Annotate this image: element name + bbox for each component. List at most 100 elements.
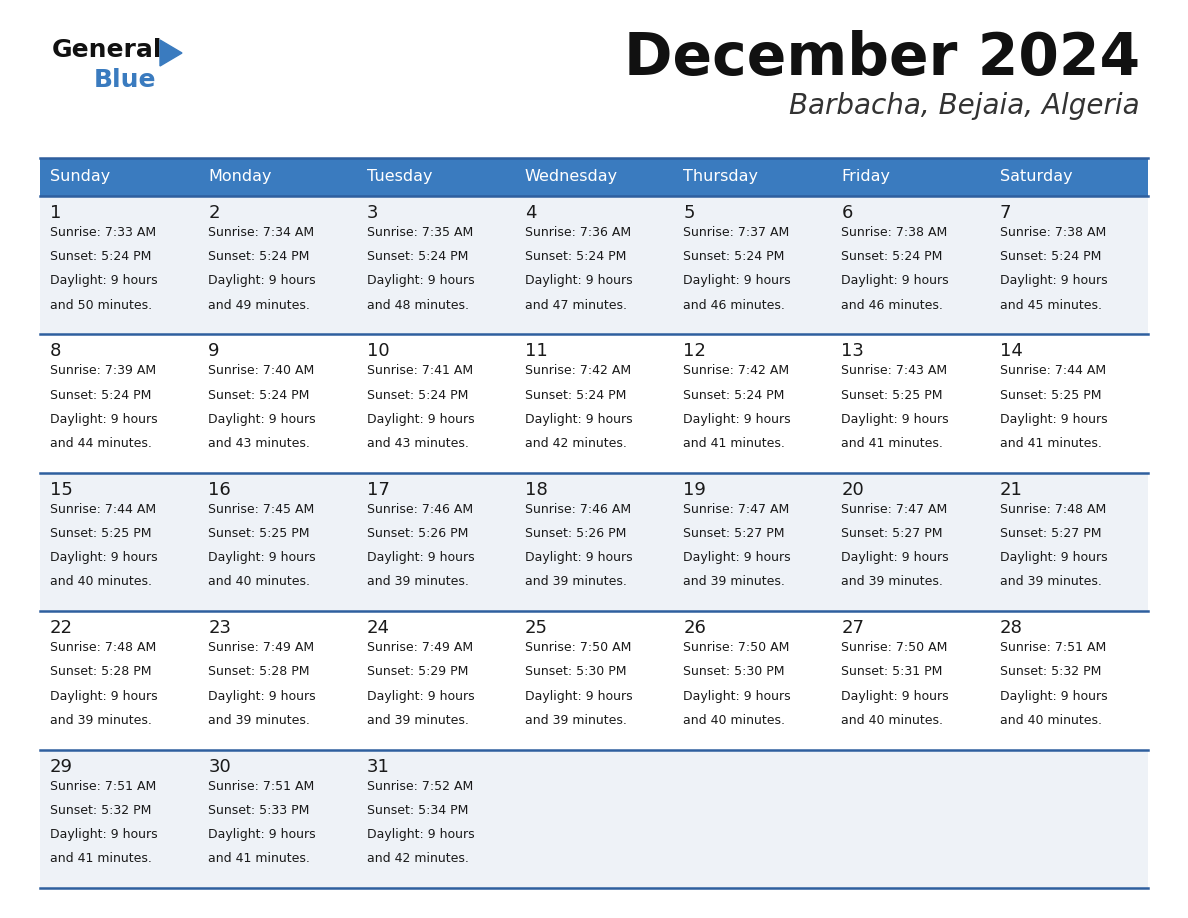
Text: 28: 28 [1000, 620, 1023, 637]
Bar [198, 158, 356, 196]
Text: Sunrise: 7:45 AM: Sunrise: 7:45 AM [208, 503, 315, 516]
Text: Daylight: 9 hours: Daylight: 9 hours [367, 274, 474, 287]
Text: 2: 2 [208, 204, 220, 222]
Text: and 42 minutes.: and 42 minutes. [525, 437, 627, 450]
Text: Blue: Blue [94, 68, 157, 92]
Text: and 41 minutes.: and 41 minutes. [683, 437, 785, 450]
Text: and 39 minutes.: and 39 minutes. [841, 576, 943, 588]
Text: 21: 21 [1000, 481, 1023, 498]
Text: and 39 minutes.: and 39 minutes. [525, 714, 627, 727]
Text: Sunrise: 7:35 AM: Sunrise: 7:35 AM [367, 226, 473, 239]
Text: Daylight: 9 hours: Daylight: 9 hours [50, 413, 158, 426]
Text: Sunset: 5:24 PM: Sunset: 5:24 PM [683, 388, 784, 401]
Text: Sunset: 5:27 PM: Sunset: 5:27 PM [1000, 527, 1101, 540]
Text: 31: 31 [367, 757, 390, 776]
Text: 6: 6 [841, 204, 853, 222]
Text: Sunrise: 7:51 AM: Sunrise: 7:51 AM [1000, 641, 1106, 655]
Text: and 46 minutes.: and 46 minutes. [841, 298, 943, 311]
Bar [40, 334, 1148, 473]
Text: 12: 12 [683, 342, 706, 361]
Text: Wednesday: Wednesday [525, 170, 618, 185]
Text: 9: 9 [208, 342, 220, 361]
Text: Daylight: 9 hours: Daylight: 9 hours [1000, 689, 1107, 702]
Text: Sunrise: 7:50 AM: Sunrise: 7:50 AM [525, 641, 631, 655]
Text: Daylight: 9 hours: Daylight: 9 hours [50, 828, 158, 841]
Text: 10: 10 [367, 342, 390, 361]
Text: Sunrise: 7:43 AM: Sunrise: 7:43 AM [841, 364, 948, 377]
Text: Daylight: 9 hours: Daylight: 9 hours [367, 551, 474, 565]
Text: Sunset: 5:24 PM: Sunset: 5:24 PM [50, 388, 151, 401]
Text: Sunset: 5:33 PM: Sunset: 5:33 PM [208, 804, 310, 817]
Text: Sunrise: 7:40 AM: Sunrise: 7:40 AM [208, 364, 315, 377]
Text: Sunrise: 7:48 AM: Sunrise: 7:48 AM [1000, 503, 1106, 516]
Text: Monday: Monday [208, 170, 272, 185]
Text: Daylight: 9 hours: Daylight: 9 hours [683, 689, 791, 702]
Text: Sunset: 5:24 PM: Sunset: 5:24 PM [683, 251, 784, 263]
Text: 20: 20 [841, 481, 864, 498]
Text: and 39 minutes.: and 39 minutes. [683, 576, 785, 588]
Polygon shape [160, 40, 182, 66]
Text: Sunset: 5:28 PM: Sunset: 5:28 PM [50, 666, 152, 678]
Bar [832, 158, 990, 196]
Text: Sunrise: 7:44 AM: Sunrise: 7:44 AM [1000, 364, 1106, 377]
Text: Sunset: 5:25 PM: Sunset: 5:25 PM [1000, 388, 1101, 401]
Text: and 40 minutes.: and 40 minutes. [50, 576, 152, 588]
Text: Sunset: 5:27 PM: Sunset: 5:27 PM [683, 527, 784, 540]
Text: Sunset: 5:30 PM: Sunset: 5:30 PM [683, 666, 784, 678]
Text: Daylight: 9 hours: Daylight: 9 hours [208, 828, 316, 841]
Text: 24: 24 [367, 620, 390, 637]
Text: Daylight: 9 hours: Daylight: 9 hours [208, 413, 316, 426]
Text: Sunrise: 7:44 AM: Sunrise: 7:44 AM [50, 503, 156, 516]
Text: and 43 minutes.: and 43 minutes. [367, 437, 468, 450]
Bar [514, 158, 674, 196]
Text: Sunrise: 7:47 AM: Sunrise: 7:47 AM [683, 503, 789, 516]
Text: and 46 minutes.: and 46 minutes. [683, 298, 785, 311]
Text: 8: 8 [50, 342, 62, 361]
Text: and 41 minutes.: and 41 minutes. [208, 852, 310, 866]
Bar [40, 196, 1148, 334]
Text: and 48 minutes.: and 48 minutes. [367, 298, 468, 311]
Text: 25: 25 [525, 620, 548, 637]
Text: 16: 16 [208, 481, 230, 498]
Text: and 39 minutes.: and 39 minutes. [367, 576, 468, 588]
Text: Daylight: 9 hours: Daylight: 9 hours [683, 274, 791, 287]
Text: and 44 minutes.: and 44 minutes. [50, 437, 152, 450]
Text: Sunrise: 7:50 AM: Sunrise: 7:50 AM [683, 641, 790, 655]
Text: Sunrise: 7:47 AM: Sunrise: 7:47 AM [841, 503, 948, 516]
Text: Sunrise: 7:49 AM: Sunrise: 7:49 AM [208, 641, 315, 655]
Text: Sunday: Sunday [50, 170, 110, 185]
Text: Sunrise: 7:49 AM: Sunrise: 7:49 AM [367, 641, 473, 655]
Text: Tuesday: Tuesday [367, 170, 432, 185]
Text: Sunrise: 7:52 AM: Sunrise: 7:52 AM [367, 779, 473, 792]
Text: Thursday: Thursday [683, 170, 758, 185]
Text: Saturday: Saturday [1000, 170, 1073, 185]
Text: and 39 minutes.: and 39 minutes. [1000, 576, 1101, 588]
Text: Daylight: 9 hours: Daylight: 9 hours [841, 689, 949, 702]
Text: Sunrise: 7:46 AM: Sunrise: 7:46 AM [525, 503, 631, 516]
Text: Daylight: 9 hours: Daylight: 9 hours [841, 551, 949, 565]
Text: Daylight: 9 hours: Daylight: 9 hours [841, 413, 949, 426]
Text: Sunset: 5:32 PM: Sunset: 5:32 PM [50, 804, 151, 817]
Text: and 49 minutes.: and 49 minutes. [208, 298, 310, 311]
Text: and 45 minutes.: and 45 minutes. [1000, 298, 1101, 311]
Text: Sunrise: 7:38 AM: Sunrise: 7:38 AM [841, 226, 948, 239]
Bar [40, 158, 198, 196]
Text: Sunset: 5:30 PM: Sunset: 5:30 PM [525, 666, 626, 678]
Text: Daylight: 9 hours: Daylight: 9 hours [1000, 551, 1107, 565]
Text: 5: 5 [683, 204, 695, 222]
Text: Daylight: 9 hours: Daylight: 9 hours [683, 413, 791, 426]
Text: Sunset: 5:24 PM: Sunset: 5:24 PM [367, 251, 468, 263]
Text: Daylight: 9 hours: Daylight: 9 hours [1000, 413, 1107, 426]
Text: Daylight: 9 hours: Daylight: 9 hours [525, 274, 632, 287]
Text: Sunset: 5:26 PM: Sunset: 5:26 PM [525, 527, 626, 540]
Text: 23: 23 [208, 620, 232, 637]
Text: Daylight: 9 hours: Daylight: 9 hours [525, 413, 632, 426]
Text: and 41 minutes.: and 41 minutes. [1000, 437, 1101, 450]
Text: and 39 minutes.: and 39 minutes. [50, 714, 152, 727]
Text: Sunrise: 7:50 AM: Sunrise: 7:50 AM [841, 641, 948, 655]
Text: Sunrise: 7:48 AM: Sunrise: 7:48 AM [50, 641, 157, 655]
Text: Barbacha, Bejaia, Algeria: Barbacha, Bejaia, Algeria [789, 92, 1140, 120]
Text: and 40 minutes.: and 40 minutes. [1000, 714, 1101, 727]
Text: Friday: Friday [841, 170, 891, 185]
Text: Sunset: 5:34 PM: Sunset: 5:34 PM [367, 804, 468, 817]
